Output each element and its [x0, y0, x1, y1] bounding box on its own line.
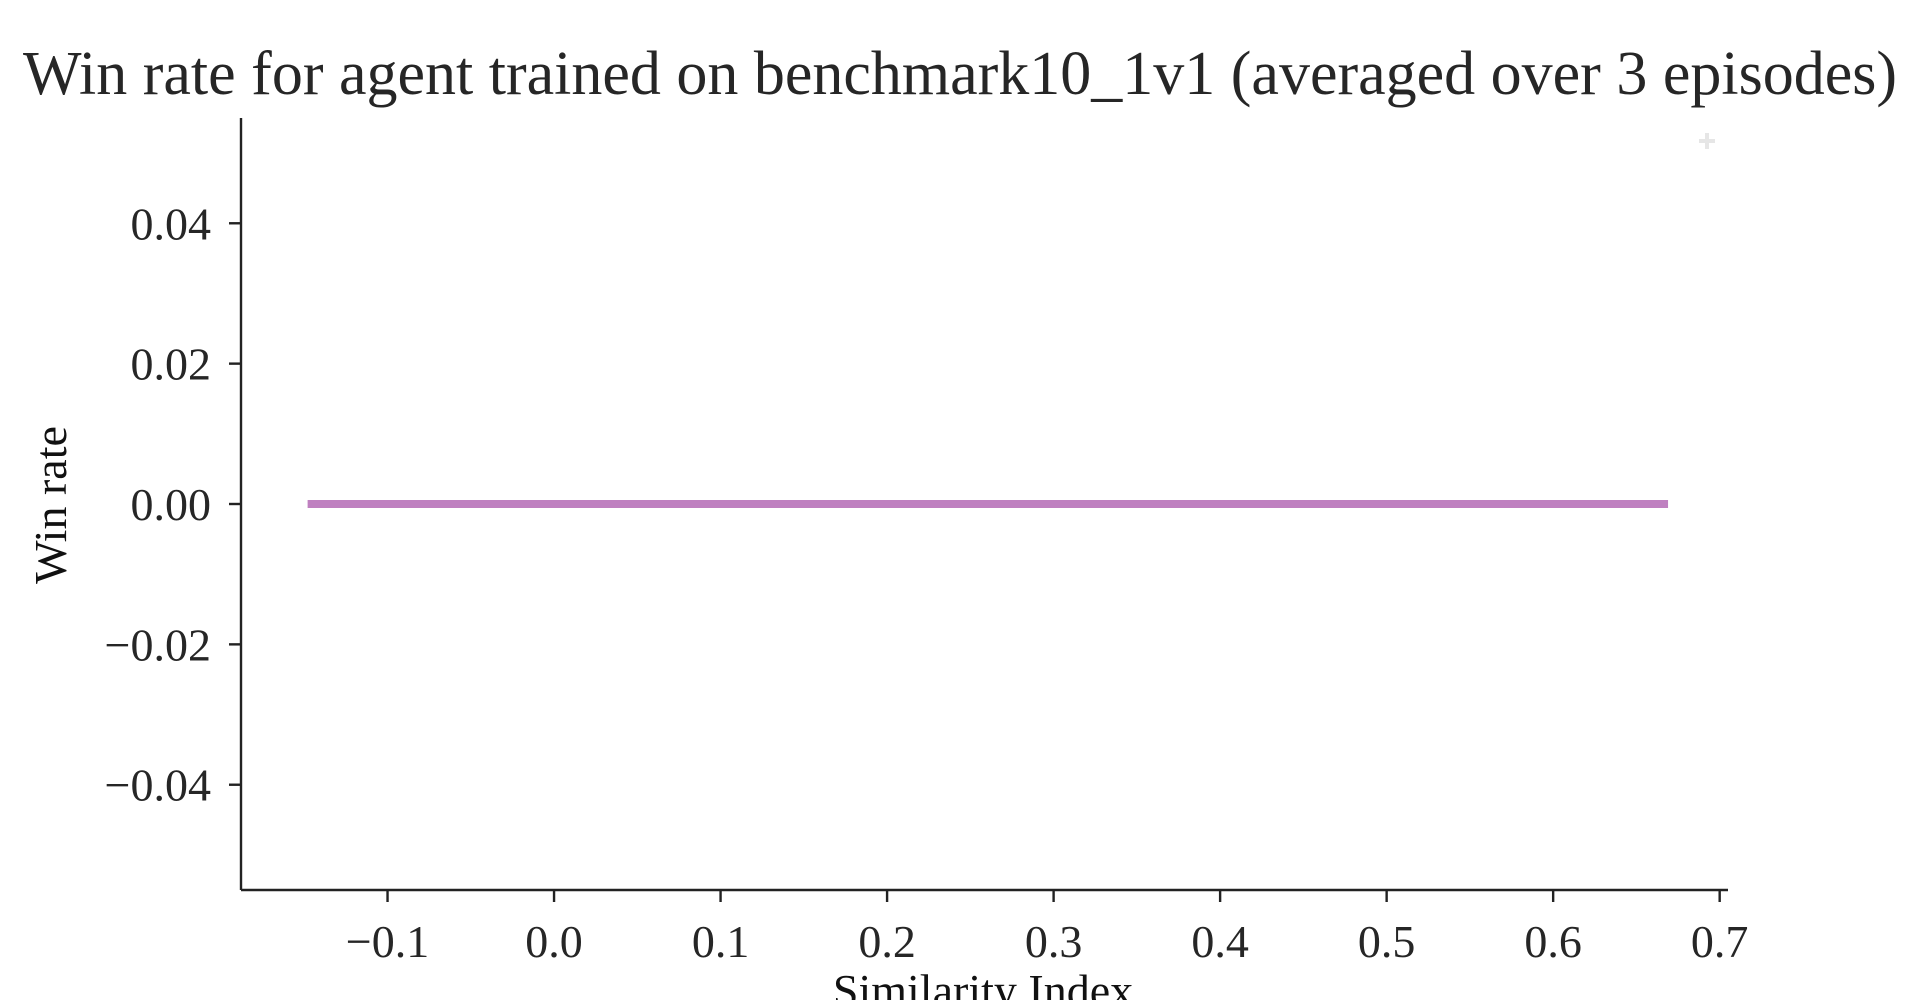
- x-tick-label: 0.0: [525, 916, 583, 967]
- series-layer: [307, 133, 1715, 508]
- x-axis: −0.1 0.0 0.1 0.2 0.3 0.4 0.5 0.6 0.7: [241, 888, 1749, 967]
- y-axis-label: Win rate: [25, 426, 76, 584]
- faint-plus-marker: [1699, 133, 1715, 149]
- x-tick-label: 0.3: [1025, 916, 1083, 967]
- y-axis: 0.04 0.02 0.00 −0.02 −0.04: [105, 118, 243, 890]
- x-tick-label: 0.1: [692, 916, 750, 967]
- x-axis-label: Similarity Index: [833, 965, 1133, 1000]
- x-tick-label: 0.7: [1691, 916, 1749, 967]
- x-tick-label: 0.2: [858, 916, 916, 967]
- chart-title: Win rate for agent trained on benchmark1…: [23, 40, 1897, 108]
- y-tick-label: −0.04: [105, 760, 211, 811]
- x-tick-label: 0.4: [1191, 916, 1249, 967]
- y-tick-label: −0.02: [105, 619, 211, 670]
- y-tick-label: 0.04: [131, 198, 212, 249]
- x-tick-label: 0.5: [1358, 916, 1416, 967]
- x-tick-label: 0.6: [1524, 916, 1582, 967]
- y-tick-label: 0.02: [131, 339, 212, 390]
- x-tick-label: −0.1: [346, 916, 429, 967]
- y-tick-label: 0.00: [131, 479, 212, 530]
